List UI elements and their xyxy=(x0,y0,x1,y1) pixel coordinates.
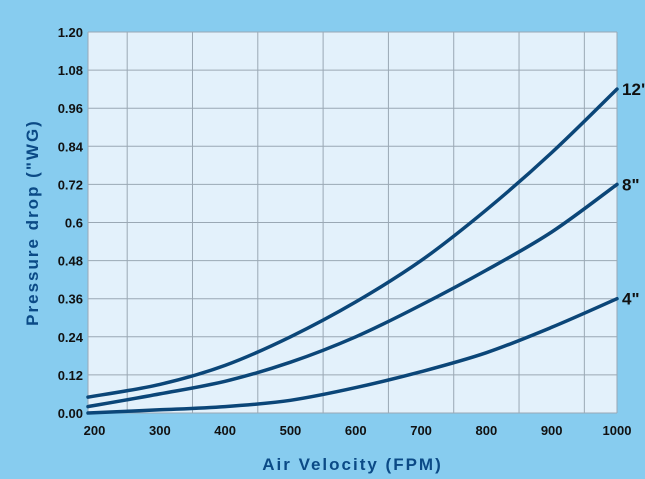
y-tick-label: 0.84 xyxy=(58,139,84,154)
series-lines xyxy=(86,87,619,415)
y-tick-label: 0.96 xyxy=(58,101,83,116)
series-label: 4" xyxy=(622,290,640,309)
y-tick-label: 0.6 xyxy=(65,216,83,231)
x-axis-title: Air Velocity (FPM) xyxy=(262,455,443,474)
series-label: 12" xyxy=(622,80,645,99)
series-line xyxy=(86,296,619,415)
x-tick-label: 300 xyxy=(149,423,171,438)
y-axis-title: Pressure drop ("WG) xyxy=(23,119,42,326)
y-tick-label: 0.00 xyxy=(58,406,83,421)
y-tick-label: 0.12 xyxy=(58,368,83,383)
y-tick-labels: 0.00 0.12 0.24 0.36 0.48 0.6 0.72 0.84 0.96 1.08 1… xyxy=(58,25,84,421)
y-tick-label: 0.72 xyxy=(58,177,83,192)
y-tick-label: 1.08 xyxy=(58,63,83,78)
series-labels: 12" 8" 4" xyxy=(622,80,645,309)
series-line xyxy=(86,87,619,399)
series-line xyxy=(86,182,619,409)
x-tick-label: 700 xyxy=(410,423,432,438)
x-tick-labels: 200 300 400 500 600 700 800 900 1000 xyxy=(84,423,632,438)
y-tick-label: 0.48 xyxy=(58,254,83,269)
x-tick-label: 1000 xyxy=(603,423,632,438)
series-label: 8" xyxy=(622,175,640,194)
grid xyxy=(87,31,618,414)
x-tick-label: 200 xyxy=(84,423,106,438)
x-tick-label: 400 xyxy=(214,423,236,438)
x-tick-label: 800 xyxy=(476,423,498,438)
y-tick-label: 1.20 xyxy=(58,25,83,40)
y-tick-label: 0.24 xyxy=(58,330,84,345)
x-tick-label: 500 xyxy=(280,423,302,438)
x-tick-label: 600 xyxy=(345,423,367,438)
y-tick-label: 0.36 xyxy=(58,292,83,307)
x-tick-label: 900 xyxy=(541,423,563,438)
